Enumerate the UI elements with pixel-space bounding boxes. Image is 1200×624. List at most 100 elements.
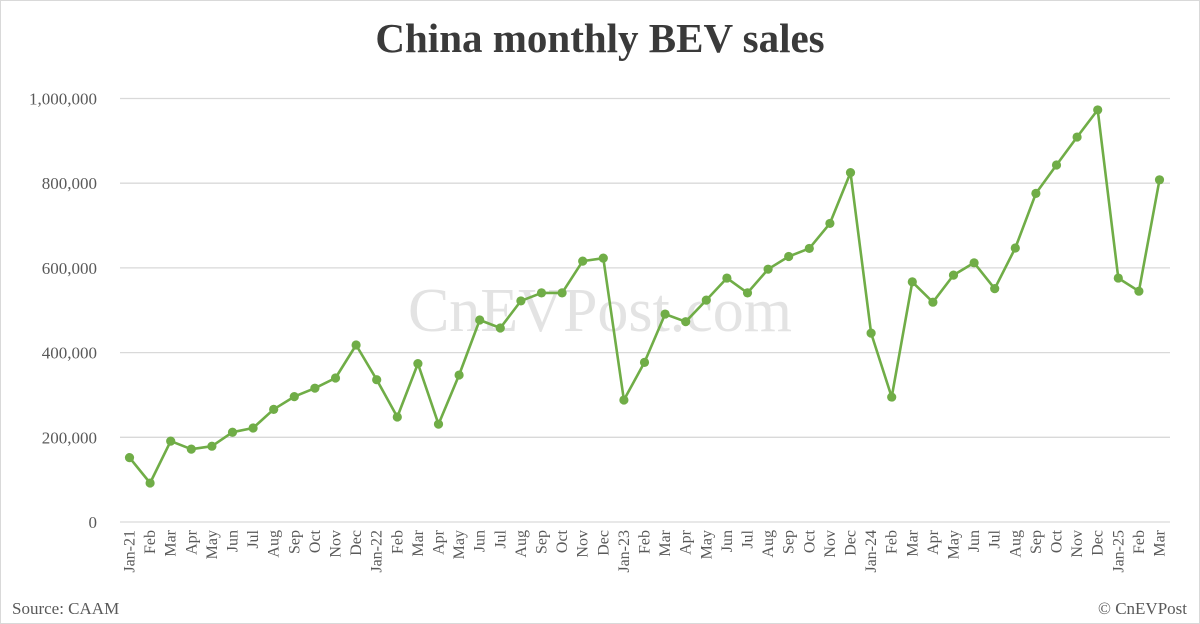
x-tick-label: Jun (719, 530, 736, 552)
data-point (784, 251, 794, 262)
y-tick-label: 1,000,000 (29, 90, 97, 109)
x-tick-label: Jul (492, 529, 509, 548)
y-axis-labels: 0 200,000 400,000 600,000 800,000 1,000,000 (29, 90, 97, 533)
data-point (124, 453, 135, 463)
data-point (660, 309, 670, 319)
x-tick-label: Apr (431, 529, 448, 555)
x-tick-label: Dec (843, 530, 860, 556)
data-point (186, 444, 196, 454)
x-tick-label: Oct (1049, 529, 1066, 553)
data-point (866, 328, 876, 338)
source-note: Source: CAAM (12, 599, 120, 618)
x-tick-label: Aug (513, 530, 530, 558)
y-tick-label: 200,000 (42, 428, 97, 447)
data-point (907, 277, 917, 287)
x-tick-label: Nov (822, 530, 839, 558)
data-point (1134, 286, 1144, 296)
data-point (207, 441, 217, 451)
x-tick-label: Oct (801, 529, 818, 553)
data-point (742, 288, 753, 298)
copyright-note: © CnEVPost (1098, 599, 1187, 618)
x-tick-label: Mar (163, 529, 180, 556)
x-tick-label: May (451, 530, 468, 559)
x-tick-label: Jan-24 (863, 530, 880, 573)
x-tick-label: Nov (1069, 530, 1086, 558)
data-point (227, 427, 238, 437)
x-tick-label: Jul (987, 529, 1004, 548)
x-tick-label: Jan-21 (122, 530, 139, 573)
data-point (948, 270, 959, 280)
x-tick-label: Sep (781, 530, 798, 554)
x-axis-labels: Jan-21 Feb Mar Apr May Jun Jul Aug Sep Oct Nov Dec J… (122, 529, 1169, 572)
data-point (701, 295, 711, 305)
series-line (128, 108, 1161, 485)
x-tick-label: Jun (472, 530, 489, 552)
data-point (969, 258, 979, 268)
x-tick-label: Jun (225, 530, 242, 552)
x-tick-label: Dec (348, 530, 365, 556)
x-tick-label: Dec (595, 530, 612, 556)
x-tick-label: Apr (183, 529, 200, 555)
x-tick-label: Nov (328, 530, 345, 558)
x-tick-label: Jun (966, 530, 983, 552)
x-tick-label: Feb (884, 530, 901, 554)
x-tick-label: Jul (740, 529, 757, 548)
x-tick-label: Oct (554, 529, 571, 553)
y-tick-label: 800,000 (42, 174, 97, 193)
x-tick-label: Feb (142, 530, 159, 554)
data-point (269, 404, 279, 414)
chart-title: China monthly BEV sales (375, 15, 825, 61)
data-point (1072, 132, 1082, 142)
data-point (166, 436, 176, 446)
x-tick-label: Aug (266, 530, 283, 558)
x-tick-label: Jan-23 (616, 530, 633, 573)
x-tick-label: Jan-25 (1110, 530, 1127, 573)
x-tick-label: Mar (904, 529, 921, 556)
data-point (330, 373, 341, 383)
x-tick-label: May (204, 530, 221, 559)
data-point (639, 357, 650, 367)
data-point (1093, 105, 1103, 115)
data-point (372, 375, 382, 385)
data-point (928, 297, 938, 307)
data-point (495, 323, 505, 333)
data-point (392, 412, 402, 422)
data-point (681, 317, 691, 327)
x-tick-label: May (698, 530, 715, 559)
data-point (990, 284, 1000, 294)
x-tick-label: Sep (286, 530, 303, 554)
data-point (289, 392, 299, 402)
data-point (825, 218, 835, 229)
data-point (763, 264, 773, 274)
x-tick-label: Aug (1007, 530, 1024, 558)
data-point (433, 419, 444, 429)
x-tick-label: Mar (410, 529, 427, 556)
data-point (1113, 273, 1123, 283)
x-tick-label: Apr (678, 529, 695, 555)
x-tick-label: Sep (1028, 530, 1045, 554)
x-tick-label: Jan-22 (369, 530, 386, 573)
series-bev-sales (124, 105, 1165, 488)
data-point (887, 392, 897, 402)
gridlines (120, 97, 1170, 523)
data-point (598, 253, 608, 263)
data-point (1154, 175, 1165, 185)
data-point (1010, 243, 1020, 253)
data-point (722, 273, 732, 283)
data-point (413, 359, 423, 369)
data-point (145, 478, 155, 488)
data-point (536, 288, 547, 298)
data-point (619, 395, 629, 405)
data-point (1051, 160, 1062, 170)
y-tick-label: 600,000 (42, 259, 97, 278)
data-point (1031, 188, 1041, 198)
x-tick-label: Nov (575, 530, 592, 558)
y-tick-label: 0 (89, 513, 98, 532)
x-tick-label: May (946, 530, 963, 559)
data-point (557, 288, 567, 298)
data-point (310, 383, 320, 393)
data-point (845, 168, 856, 178)
y-tick-label: 400,000 (42, 344, 97, 363)
data-point (454, 370, 464, 380)
